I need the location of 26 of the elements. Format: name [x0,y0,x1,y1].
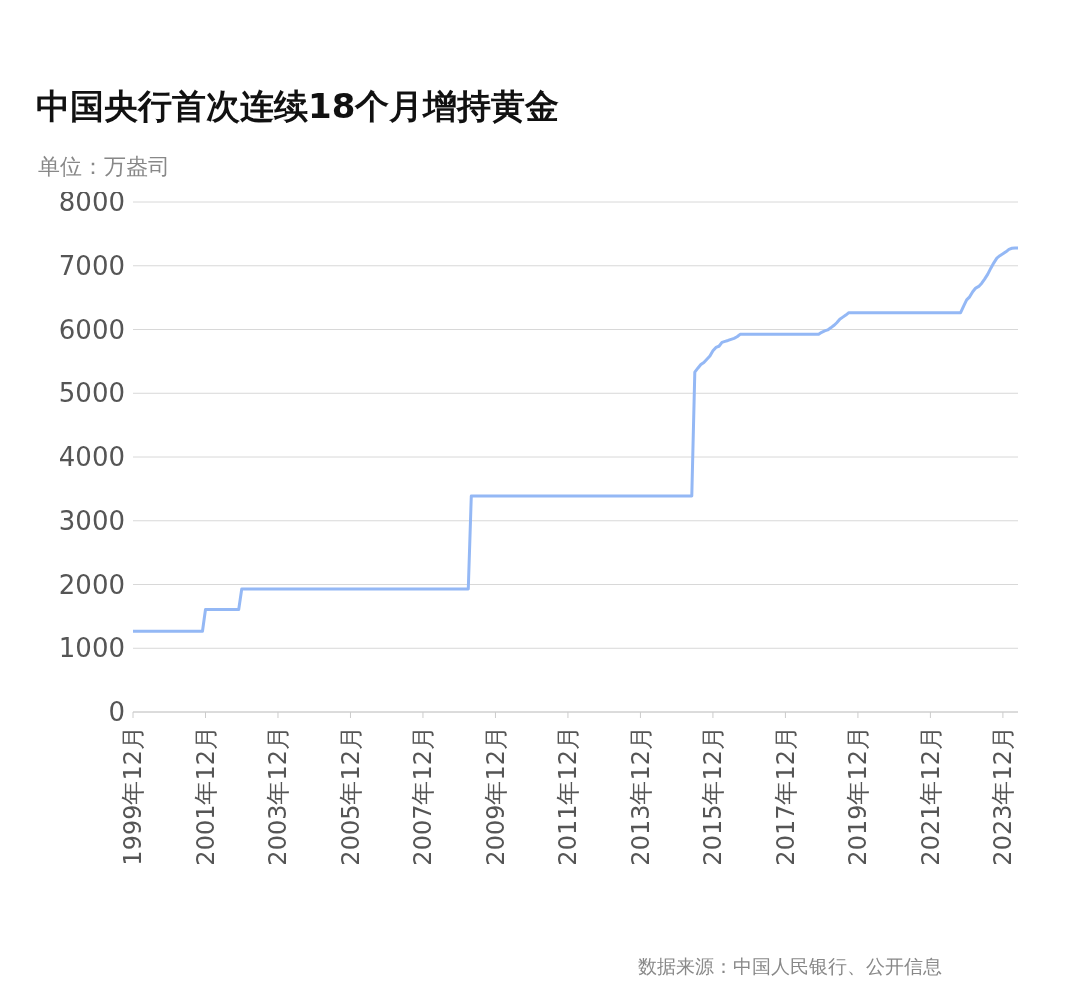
x-tick-label: 2011年12月 [554,726,583,866]
x-tick-label: 2005年12月 [336,726,365,866]
x-tick-label: 2021年12月 [916,726,945,866]
line-series [133,246,1018,633]
x-tick-label: 2007年12月 [409,726,438,866]
chart-title: 中国央行首次连续18个月增持黄金 [36,85,560,128]
x-tick-label: 2019年12月 [844,726,873,866]
y-tick-label: 1000 [58,633,125,664]
x-tick-label: 2009年12月 [481,726,510,866]
x-tick-label: 2017年12月 [771,726,800,866]
y-tick-label: 0 [108,697,125,728]
x-tick-label: 2015年12月 [699,726,728,866]
y-tick-label: 7000 [58,250,125,281]
x-tick-label: 1999年12月 [119,726,148,866]
x-tick-label: 2003年12月 [264,726,293,866]
y-tick-label: 5000 [58,378,125,409]
x-tick-label: 2023年12月 [989,726,1018,866]
y-tick-label: 2000 [58,569,125,600]
y-tick-label: 8000 [58,187,125,218]
x-tick-label: 2001年12月 [191,726,220,866]
source-note: 数据来源：中国人民银行、公开信息 [638,954,942,979]
y-axis-title: 单位：万盎司 [38,153,170,181]
x-tick-label: 2013年12月 [626,726,655,866]
y-tick-label: 4000 [58,442,125,473]
y-tick-label: 6000 [58,314,125,345]
y-tick-label: 3000 [58,505,125,536]
